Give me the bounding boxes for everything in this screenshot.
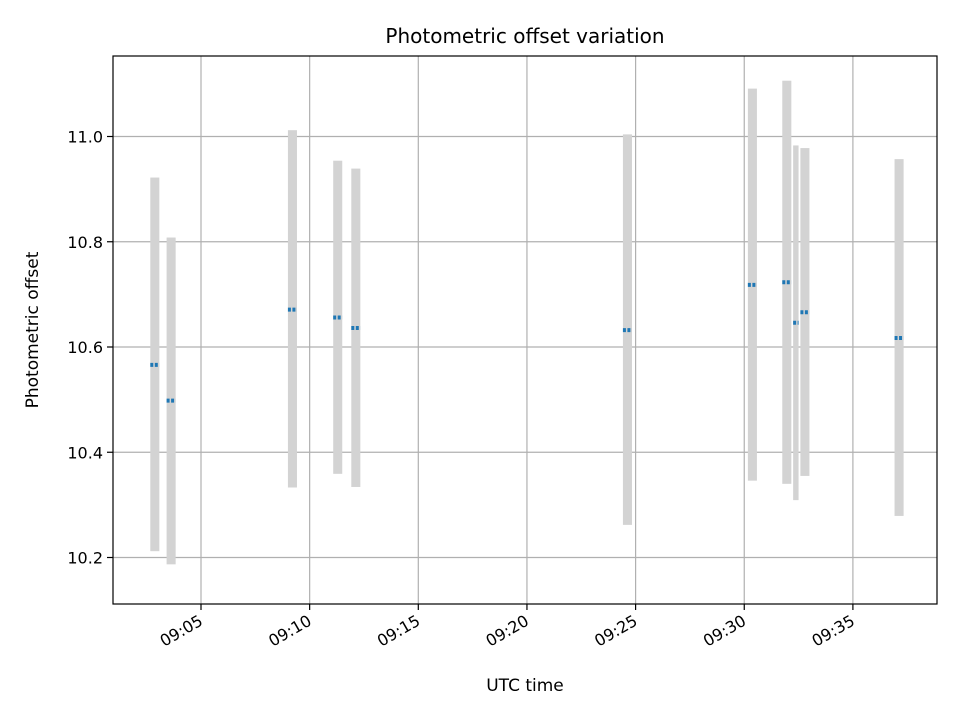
y-tick-label: 10.6: [67, 338, 103, 357]
grid: [113, 56, 937, 604]
y-tick-label: 11.0: [67, 128, 103, 147]
y-tick-label: 10.2: [67, 549, 103, 568]
data-markers: [150, 280, 904, 403]
y-tick-label: 10.8: [67, 233, 103, 252]
y-axis-label: Photometric offset: [23, 251, 43, 408]
chart-title: Photometric offset variation: [385, 24, 664, 48]
x-axis-label: UTC time: [486, 676, 564, 696]
y-axis: 10.2 10.4 10.6 10.8 11.0: [67, 128, 113, 568]
plot-frame: [112, 55, 938, 605]
y-tick-label: 10.4: [67, 443, 103, 462]
